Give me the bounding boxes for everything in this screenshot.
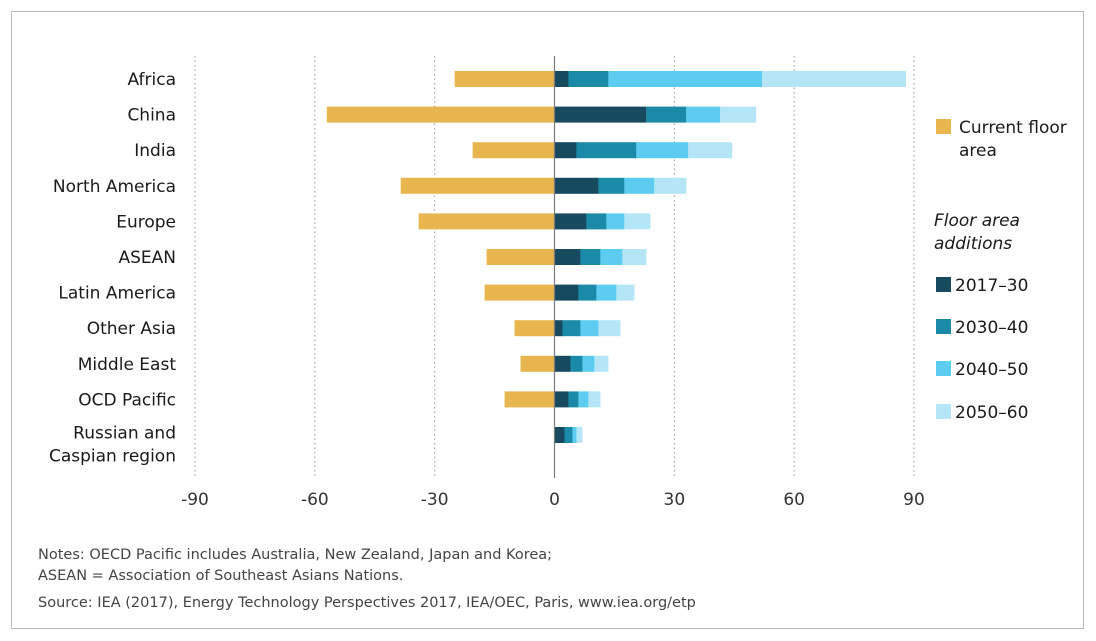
notes-line-2: ASEAN = Association of Southeast Asians … bbox=[38, 568, 404, 584]
bar-2030-40-ocd-pacific bbox=[568, 391, 579, 408]
bar-2040-50-middle-east bbox=[582, 355, 595, 372]
bar-2050-60-india bbox=[688, 142, 733, 159]
bar-2050-60-africa bbox=[762, 71, 907, 87]
source-note: Source: IEA (2017), Energy Technology Pe… bbox=[38, 595, 696, 611]
category-label: North America bbox=[53, 177, 176, 197]
bar-2017-30-india bbox=[554, 142, 577, 159]
bar-current-floor-area-china bbox=[326, 106, 555, 123]
bar-2050-60-latin-america bbox=[616, 284, 635, 301]
bar-current-floor-area-latin-america bbox=[484, 284, 555, 301]
category-label: India bbox=[134, 141, 176, 161]
legend-heading-floor-area-additions: Floor area bbox=[934, 211, 1020, 231]
bar-current-floor-area-other-asia bbox=[514, 320, 555, 337]
bar-2030-40-north-america bbox=[598, 177, 625, 194]
category-label: Africa bbox=[128, 70, 177, 90]
category-label: OCD Pacific bbox=[78, 390, 176, 410]
bar-current-floor-area-europe bbox=[418, 213, 555, 230]
bar-2030-40-africa bbox=[568, 71, 609, 87]
floor-area-chart: -90 -60 -30 0 30 60 90 Africa China India North Am… bbox=[49, 56, 1067, 510]
bar-2030-40-china bbox=[646, 106, 687, 123]
bar-2030-40-latin-america bbox=[578, 284, 597, 301]
bar-2017-30-china bbox=[554, 106, 647, 123]
bar-current-floor-area-north-america bbox=[400, 177, 555, 194]
bar-2030-40-india bbox=[576, 142, 637, 159]
category-label: Russian and bbox=[73, 424, 176, 444]
bar-2030-40-middle-east bbox=[570, 355, 583, 372]
category-label: Europe bbox=[116, 212, 176, 232]
legend-swatch-2040-50 bbox=[936, 361, 951, 376]
x-tick-label: 90 bbox=[903, 490, 925, 510]
bar-2040-50-europe bbox=[606, 213, 625, 230]
category-label: ASEAN bbox=[118, 248, 176, 268]
bar-2050-60-china bbox=[720, 106, 757, 123]
bar-2040-50-china bbox=[686, 106, 721, 123]
category-label: Latin America bbox=[58, 284, 176, 304]
bar-2017-30-asean bbox=[554, 249, 581, 265]
legend-label-current-floor-area: Current floor bbox=[959, 118, 1067, 138]
bar-2017-30-latin-america bbox=[554, 284, 579, 301]
bar-2040-50-north-america bbox=[624, 177, 655, 194]
bar-2050-60-north-america bbox=[654, 177, 687, 194]
legend-swatch-2017-30 bbox=[936, 277, 951, 292]
bar-2040-50-latin-america bbox=[596, 284, 617, 301]
bar-current-floor-area-india bbox=[472, 142, 555, 159]
bar-2017-30-middle-east bbox=[554, 355, 571, 372]
figure-notes: Notes: OECD Pacific includes Australia, … bbox=[38, 545, 1038, 614]
bar-2050-60-asean bbox=[622, 249, 647, 265]
category-label: Middle East bbox=[78, 355, 177, 375]
bar-2040-50-asean bbox=[600, 249, 623, 265]
x-tick-label: 0 bbox=[549, 490, 560, 510]
bar-2030-40-russian-and-caspian-region bbox=[564, 427, 573, 443]
bar-2017-30-europe bbox=[554, 213, 587, 230]
category-label: Caspian region bbox=[49, 447, 176, 467]
bar-2050-60-other-asia bbox=[598, 320, 621, 337]
bar-2030-40-asean bbox=[580, 249, 601, 265]
x-tick-label: -30 bbox=[421, 490, 449, 510]
x-tick-label: -90 bbox=[181, 490, 209, 510]
bar-2050-60-europe bbox=[624, 213, 651, 230]
legend-label-2017-30: 2017–30 bbox=[955, 276, 1028, 296]
bar-2050-60-middle-east bbox=[594, 355, 609, 372]
bar-2040-50-india bbox=[636, 142, 689, 159]
bar-current-floor-area-africa bbox=[454, 71, 555, 87]
legend-swatch-current-floor-area bbox=[936, 119, 951, 134]
bar-2017-30-north-america bbox=[554, 177, 599, 194]
bar-2040-50-russian-and-caspian-region bbox=[572, 427, 577, 443]
x-tick-label: 30 bbox=[664, 490, 686, 510]
legend-heading-floor-area-additions: additions bbox=[934, 234, 1012, 254]
bar-current-floor-area-asean bbox=[486, 249, 555, 265]
bar-2030-40-other-asia bbox=[562, 320, 581, 337]
legend-swatch-2050-60 bbox=[936, 404, 951, 419]
legend-label-current-floor-area: area bbox=[959, 141, 997, 161]
bar-2040-50-africa bbox=[608, 71, 763, 87]
notes-line-1: Notes: OECD Pacific includes Australia, … bbox=[38, 547, 553, 563]
bar-2050-60-russian-and-caspian-region bbox=[576, 427, 583, 443]
legend-label-2050-60: 2050–60 bbox=[955, 403, 1028, 423]
bar-2017-30-russian-and-caspian-region bbox=[554, 427, 565, 443]
x-tick-label: 60 bbox=[783, 490, 805, 510]
bar-2017-30-africa bbox=[554, 71, 569, 87]
category-label: Other Asia bbox=[87, 319, 176, 339]
bar-2040-50-ocd-pacific bbox=[578, 391, 589, 408]
legend-label-2040-50: 2040–50 bbox=[955, 360, 1028, 380]
bar-2030-40-europe bbox=[586, 213, 607, 230]
bar-2040-50-other-asia bbox=[580, 320, 599, 337]
bar-current-floor-area-middle-east bbox=[520, 355, 555, 372]
legend-swatch-2030-40 bbox=[936, 319, 951, 334]
bar-current-floor-area-ocd-pacific bbox=[504, 391, 555, 408]
x-tick-label: -60 bbox=[301, 490, 329, 510]
bar-2017-30-other-asia bbox=[554, 320, 563, 337]
bar-2050-60-ocd-pacific bbox=[588, 391, 601, 408]
bar-2017-30-ocd-pacific bbox=[554, 391, 569, 408]
legend-label-2030-40: 2030–40 bbox=[955, 318, 1028, 338]
category-label: China bbox=[127, 106, 176, 126]
